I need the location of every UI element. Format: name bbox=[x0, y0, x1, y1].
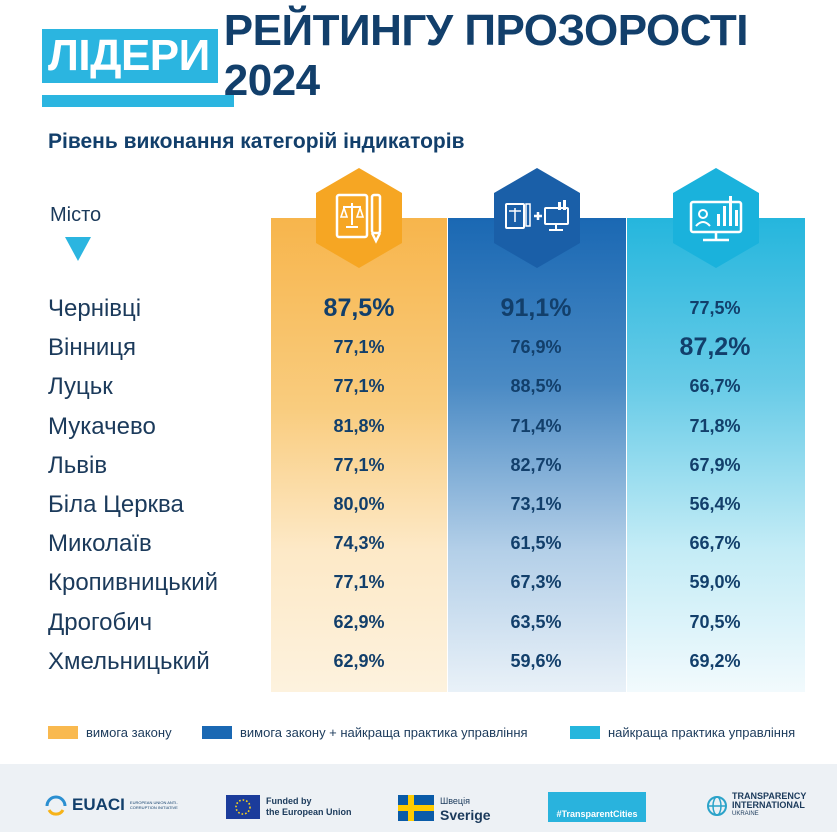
value-cell-law-practice: 59,6% bbox=[510, 650, 562, 671]
ti-line1: TRANSPARENCY bbox=[732, 791, 807, 801]
law-document-icon bbox=[316, 168, 402, 268]
legend-item-practice: найкраща практика управління bbox=[570, 725, 795, 740]
value-cell-law: 77,1% bbox=[333, 454, 385, 475]
column-law-practice-background bbox=[448, 218, 626, 692]
value-cell-practice: 71,8% bbox=[689, 415, 741, 436]
column-practice-background bbox=[627, 218, 805, 692]
eu-funded-logo: Funded by the European Union bbox=[226, 795, 352, 819]
sweden-line2: Sverige bbox=[440, 807, 491, 823]
city-column-header: Місто bbox=[50, 204, 102, 226]
value-cell-law-practice: 82,7% bbox=[510, 454, 562, 475]
value-cell-law: 80,0% bbox=[333, 494, 385, 514]
city-name: Мукачево bbox=[48, 412, 156, 440]
value-cell-practice: 67,9% bbox=[689, 454, 741, 475]
city-name: Чернівці bbox=[48, 295, 142, 322]
ti-line3: UKRAINE bbox=[732, 811, 759, 817]
city-name: Кропивницький bbox=[48, 569, 219, 597]
city-name: Миколаїв bbox=[48, 530, 152, 558]
legend-label-law-practice: вимога закону + найкраща практика управл… bbox=[240, 725, 528, 740]
table-row: Мукачево 81,8% 71,4% 71,8% bbox=[0, 407, 837, 446]
value-cell-law: 62,9% bbox=[333, 611, 385, 632]
value-cell-law-practice: 91,1% bbox=[500, 294, 572, 322]
value-cell-law-practice: 61,5% bbox=[510, 533, 562, 554]
value-cell-law: 87,5% bbox=[323, 294, 395, 322]
city-name: Дрогобич bbox=[48, 608, 153, 636]
legend-label-law: вимога закону bbox=[86, 725, 172, 740]
city-name: Хмельницький bbox=[48, 647, 210, 675]
subtitle: Рівень виконання категорій індикаторів bbox=[48, 130, 465, 153]
city-name: Біла Церква bbox=[48, 491, 184, 518]
euaci-logo: EUACI EUROPEAN UNION ANTI-CORRUPTION INI… bbox=[44, 794, 184, 816]
city-name: Вінниця bbox=[48, 334, 136, 362]
value-cell-practice: 69,2% bbox=[689, 650, 741, 671]
ti-line2: INTERNATIONAL bbox=[732, 800, 805, 810]
title-rest: РЕЙТИНГУ ПРОЗОРОСТІ 2024 bbox=[223, 6, 749, 105]
legend-label-practice: найкраща практика управління bbox=[608, 725, 796, 740]
column-law-background bbox=[271, 218, 447, 692]
value-cell-law-practice: 76,9% bbox=[510, 337, 562, 358]
table-row: Кропивницький 77,1% 67,3% 59,0% bbox=[0, 563, 837, 602]
table-row: Хмельницький 62,9% 59,6% 69,2% bbox=[0, 642, 837, 681]
legend-item-law-practice: вимога закону + найкраща практика управл… bbox=[202, 725, 528, 740]
value-cell-law: 77,1% bbox=[333, 572, 385, 593]
skyline-icon: #TransparentCities bbox=[548, 792, 646, 822]
transparency-international-logo: TRANSPARENCY INTERNATIONAL UKRAINE bbox=[706, 792, 806, 819]
value-cell-law: 77,1% bbox=[333, 337, 385, 358]
city-name: Львів bbox=[48, 451, 108, 479]
legend-item-law: вимога закону bbox=[48, 725, 172, 740]
down-arrow-icon bbox=[65, 237, 91, 261]
table-row: Луцьк 77,1% 88,5% 66,7% bbox=[0, 367, 837, 406]
table-row: Чернівці 87,5% 91,1% 77,5% bbox=[0, 289, 837, 328]
legend-swatch-practice bbox=[570, 726, 600, 739]
transparent-cities-text: #TransparentCities bbox=[556, 809, 638, 819]
value-cell-practice: 66,7% bbox=[689, 533, 741, 554]
eu-funded-line1: Funded by bbox=[266, 796, 312, 806]
page-title: ЛІДЕРИ РЕЙТИНГУ ПРОЗОРОСТІ 2024 bbox=[42, 6, 837, 105]
legend-swatch-law-practice bbox=[202, 726, 232, 739]
title-highlight: ЛІДЕРИ bbox=[42, 29, 218, 83]
value-cell-law: 74,3% bbox=[333, 533, 385, 554]
transparent-cities-logo: #TransparentCities bbox=[548, 792, 646, 822]
ti-globe-icon bbox=[707, 795, 727, 816]
sweden-logo: Швеція Sverige bbox=[398, 794, 491, 822]
value-cell-law-practice: 63,5% bbox=[510, 611, 562, 632]
table-row: Миколаїв 74,3% 61,5% 66,7% bbox=[0, 524, 837, 563]
legend: вимога закону вимога закону + найкраща п… bbox=[0, 725, 837, 745]
table-row: Львів 77,1% 82,7% 67,9% bbox=[0, 446, 837, 485]
eu-funded-line2: the European Union bbox=[266, 807, 352, 817]
value-cell-law-practice: 71,4% bbox=[510, 415, 562, 436]
value-cell-practice: 87,2% bbox=[679, 333, 751, 362]
value-cell-practice: 66,7% bbox=[689, 376, 741, 397]
title-underline bbox=[42, 95, 234, 107]
value-cell-law: 62,9% bbox=[333, 650, 385, 671]
legend-swatch-law bbox=[48, 726, 78, 739]
sweden-flag-icon bbox=[398, 795, 434, 821]
value-cell-practice: 59,0% bbox=[689, 572, 741, 593]
footer-logos: EUACI EUROPEAN UNION ANTI-CORRUPTION INI… bbox=[0, 764, 837, 832]
value-cell-practice: 77,5% bbox=[689, 298, 741, 318]
eu-flag-icon bbox=[226, 795, 260, 819]
table-row: Біла Церква 80,0% 73,1% 56,4% bbox=[0, 485, 837, 524]
table-row: Дрогобич 62,9% 63,5% 70,5% bbox=[0, 603, 837, 642]
euaci-text: EUACI bbox=[72, 795, 125, 814]
value-cell-practice: 70,5% bbox=[689, 611, 741, 632]
value-cell-law-practice: 88,5% bbox=[510, 376, 562, 397]
euaci-emblem-icon bbox=[45, 795, 67, 816]
city-name: Луцьк bbox=[48, 373, 113, 401]
table-row: Вінниця 77,1% 76,9% 87,2% bbox=[0, 328, 837, 367]
sweden-line1: Швеція bbox=[440, 796, 470, 806]
value-cell-law: 81,8% bbox=[333, 415, 385, 436]
value-cell-law-practice: 73,1% bbox=[510, 494, 562, 514]
value-cell-law-practice: 67,3% bbox=[510, 572, 562, 593]
value-cell-practice: 56,4% bbox=[689, 494, 741, 514]
euaci-subtext: EUROPEAN UNION ANTI-CORRUPTION INITIATIV… bbox=[129, 800, 178, 810]
value-cell-law: 77,1% bbox=[333, 376, 385, 397]
